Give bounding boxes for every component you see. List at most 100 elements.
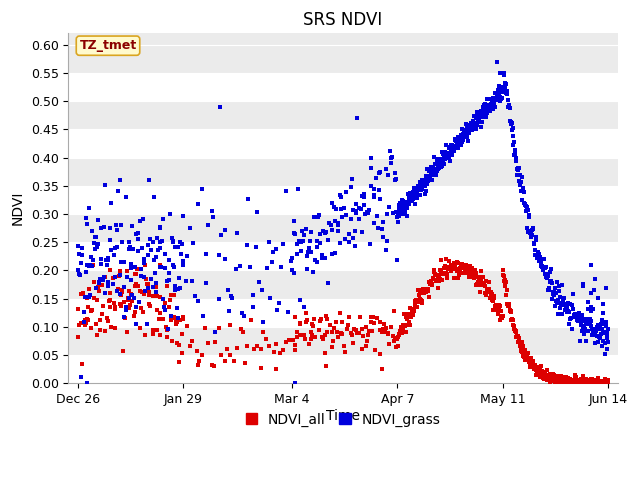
- NDVI_grass: [159, 303, 170, 311]
- NDVI_grass: [567, 325, 577, 333]
- NDVI_all: [502, 300, 512, 308]
- NDVI_grass: [486, 100, 496, 108]
- NDVI_grass: [350, 228, 360, 235]
- NDVI_grass: [475, 108, 485, 116]
- NDVI_all: [327, 343, 337, 351]
- NDVI_all: [81, 319, 91, 326]
- NDVI_all: [466, 271, 476, 278]
- NDVI_grass: [398, 208, 408, 216]
- NDVI_all: [560, 375, 570, 383]
- NDVI_grass: [173, 274, 184, 282]
- NDVI_all: [92, 297, 102, 304]
- NDVI_grass: [76, 259, 86, 267]
- NDVI_grass: [365, 240, 375, 248]
- NDVI_grass: [271, 306, 282, 313]
- NDVI_grass: [369, 185, 379, 193]
- NDVI_grass: [430, 165, 440, 172]
- NDVI_all: [431, 277, 441, 285]
- NDVI_grass: [170, 286, 180, 293]
- NDVI_all: [74, 321, 84, 329]
- NDVI_grass: [461, 120, 471, 128]
- NDVI_all: [602, 376, 612, 384]
- NDVI_all: [377, 329, 387, 336]
- NDVI_grass: [153, 246, 163, 253]
- NDVI_all: [506, 316, 516, 324]
- NDVI_grass: [439, 160, 449, 168]
- NDVI_grass: [472, 121, 482, 129]
- NDVI_all: [534, 366, 545, 373]
- NDVI_all: [423, 285, 433, 292]
- NDVI_all: [129, 270, 140, 277]
- NDVI_grass: [529, 240, 539, 248]
- NDVI_grass: [508, 142, 518, 149]
- NDVI_grass: [505, 104, 515, 112]
- NDVI_all: [453, 259, 463, 267]
- NDVI_grass: [550, 284, 561, 292]
- NDVI_grass: [424, 176, 435, 183]
- NDVI_grass: [504, 117, 515, 125]
- NDVI_all: [141, 275, 151, 283]
- NDVI_all: [465, 262, 475, 269]
- NDVI_grass: [557, 299, 568, 306]
- NDVI_grass: [556, 300, 566, 308]
- NDVI_grass: [590, 339, 600, 347]
- NDVI_grass: [449, 145, 459, 153]
- NDVI_all: [306, 329, 316, 336]
- NDVI_all: [108, 275, 118, 282]
- NDVI_all: [172, 318, 182, 326]
- NDVI_all: [581, 379, 591, 387]
- NDVI_grass: [526, 229, 536, 237]
- NDVI_grass: [592, 333, 602, 340]
- NDVI_grass: [426, 171, 436, 179]
- NDVI_all: [537, 369, 547, 376]
- NDVI_grass: [456, 138, 466, 145]
- NDVI_grass: [356, 228, 367, 236]
- NDVI_grass: [522, 224, 532, 232]
- NDVI_all: [576, 377, 586, 385]
- NDVI_all: [351, 330, 362, 337]
- NDVI_all: [170, 320, 180, 328]
- NDVI_grass: [172, 243, 182, 251]
- NDVI_all: [394, 342, 404, 350]
- NDVI_grass: [95, 275, 106, 283]
- NDVI_grass: [118, 283, 129, 291]
- NDVI_all: [372, 314, 382, 322]
- NDVI_grass: [493, 91, 504, 98]
- NDVI_grass: [531, 254, 541, 262]
- NDVI_grass: [340, 235, 350, 242]
- NDVI_grass: [113, 188, 124, 195]
- NDVI_grass: [411, 189, 421, 197]
- NDVI_all: [554, 373, 564, 381]
- NDVI_grass: [588, 326, 598, 334]
- NDVI_all: [497, 312, 508, 320]
- NDVI_all: [542, 372, 552, 380]
- NDVI_all: [588, 379, 598, 387]
- NDVI_grass: [433, 157, 444, 165]
- NDVI_all: [557, 378, 568, 386]
- NDVI_grass: [477, 108, 488, 115]
- NDVI_grass: [350, 200, 360, 208]
- NDVI_grass: [450, 144, 460, 152]
- NDVI_all: [563, 379, 573, 387]
- NDVI_grass: [181, 277, 191, 285]
- NDVI_all: [130, 282, 140, 290]
- NDVI_grass: [169, 263, 179, 271]
- NDVI_all: [249, 345, 259, 353]
- NDVI_all: [413, 287, 423, 294]
- NDVI_all: [321, 312, 332, 320]
- NDVI_all: [238, 328, 248, 336]
- NDVI_grass: [417, 180, 428, 188]
- NDVI_all: [116, 302, 126, 310]
- NDVI_grass: [377, 225, 387, 233]
- NDVI_all: [124, 287, 134, 294]
- NDVI_grass: [394, 205, 404, 213]
- NDVI_grass: [442, 150, 452, 157]
- NDVI_grass: [93, 278, 104, 286]
- NDVI_all: [103, 317, 113, 324]
- NDVI_grass: [118, 259, 129, 266]
- NDVI_grass: [422, 174, 433, 182]
- NDVI_grass: [396, 204, 406, 211]
- NDVI_all: [106, 303, 116, 311]
- NDVI_grass: [475, 110, 485, 118]
- NDVI_grass: [264, 238, 274, 246]
